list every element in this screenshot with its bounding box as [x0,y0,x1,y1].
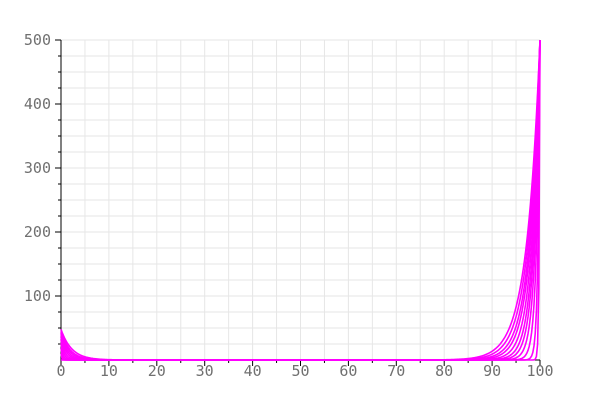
y-tick-label: 200 [24,223,51,241]
x-tick-label: 100 [526,362,553,380]
grid [61,39,541,360]
series-line-11 [61,39,541,361]
x-tick-label: 10 [100,362,118,380]
x-tick-label: 90 [483,362,501,380]
y-tick-label: 300 [24,159,51,177]
axes [55,39,541,366]
x-tick-label: 70 [387,362,405,380]
series-layer [60,39,541,361]
y-tick-label: 500 [24,31,51,49]
tick-labels: 100 200 300 400 500 0 10 20 30 40 50 60 70 80 90 100 [24,31,554,380]
y-tick-label: 100 [24,287,51,305]
x-tick-label: 30 [196,362,214,380]
x-tick-label: 50 [291,362,309,380]
x-tick-label: 0 [56,362,65,380]
x-tick-label: 20 [148,362,166,380]
x-tick-label: 80 [435,362,453,380]
y-tick-label: 400 [24,95,51,113]
x-tick-label: 40 [244,362,262,380]
x-tick-label: 60 [339,362,357,380]
